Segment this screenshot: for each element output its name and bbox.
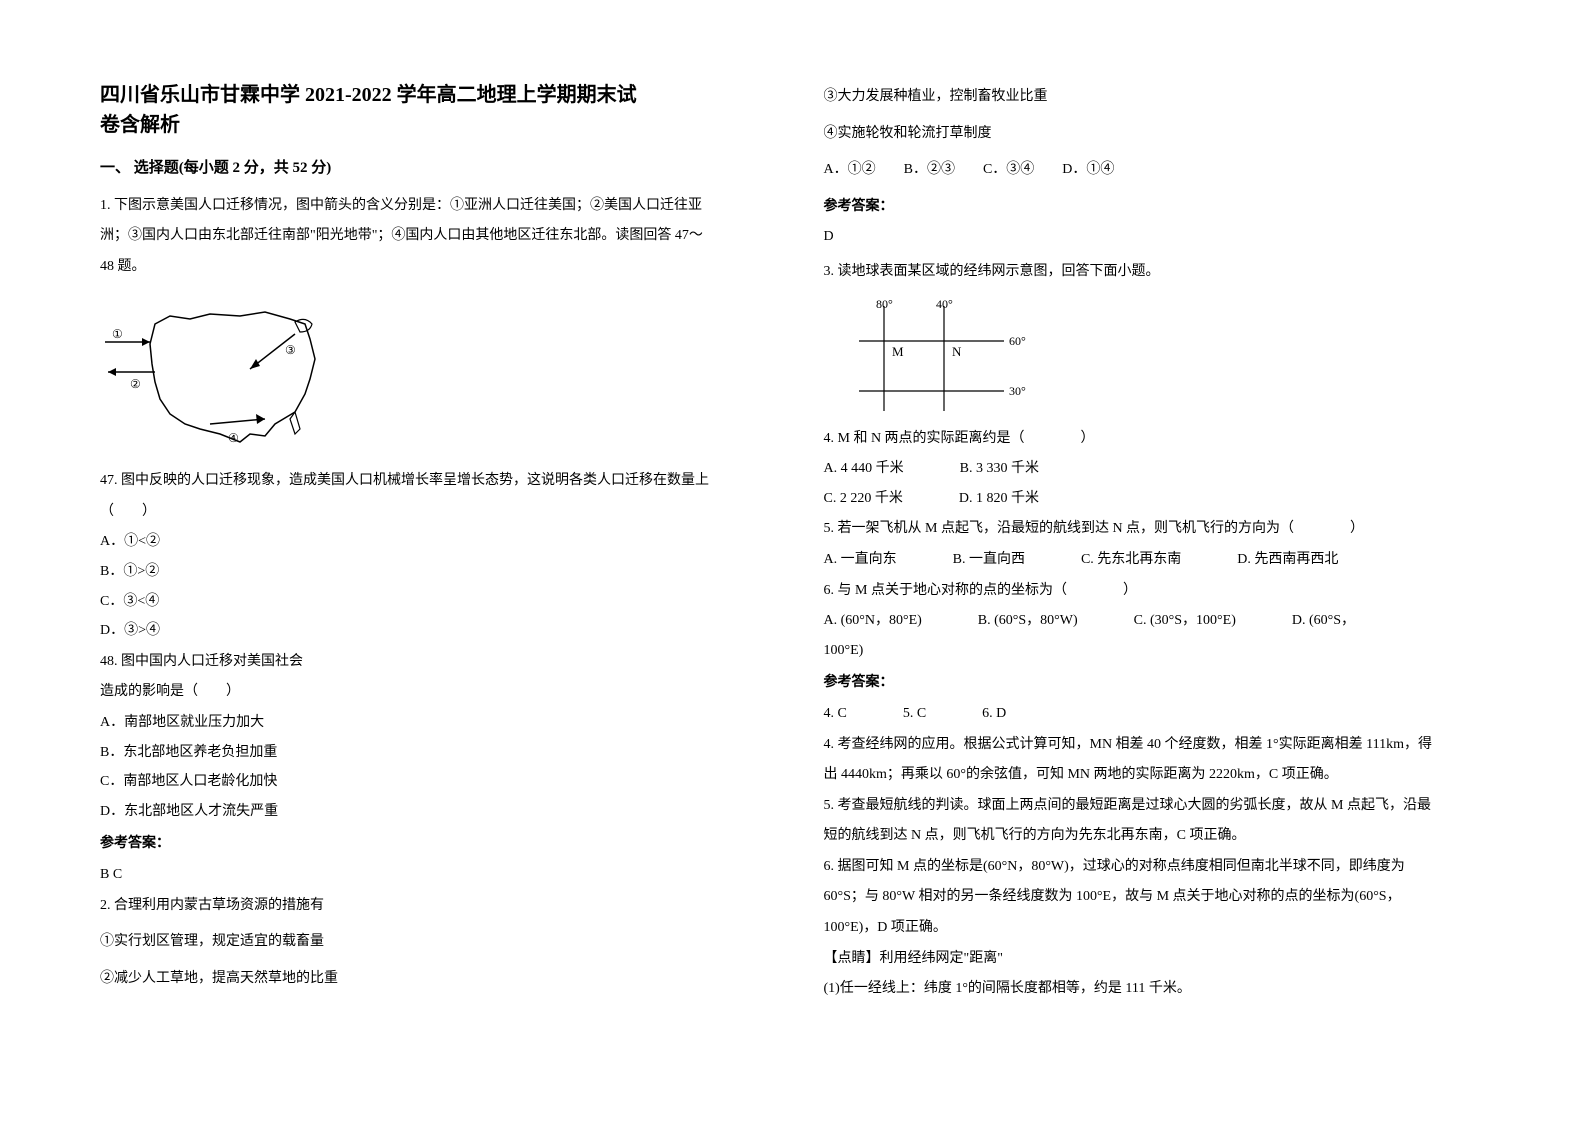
q48-stem-l1: 48. 图中国内人口迁移对美国社会 [100, 649, 764, 676]
grid-label-60: 60° [1009, 334, 1026, 348]
q5-stem: 5. 若一架飞机从 M 点起飞，沿最短的航线到达 N 点，则飞机飞行的方向为（ … [824, 516, 1488, 543]
q48-opt-d: D．东北部地区人才流失严重 [100, 799, 764, 826]
explain-4-l1: 4. 考查经纬网的应用。根据公式计算可知，MN 相差 40 个经度数，相差 1°… [824, 732, 1488, 759]
grid-label-30: 30° [1009, 384, 1026, 398]
q6-opts-l1: A. (60°N，80°E) B. (60°S，80°W) C. (30°S，1… [824, 608, 1488, 635]
q47-paren: （ ） [100, 499, 764, 526]
lat-lon-grid: 80° 40° 60° 30° M N [844, 296, 1044, 416]
us-map-svg: ① ② ③ ④ [100, 294, 360, 454]
answer-3: 4. C 5. C 6. D [824, 701, 1488, 728]
q47-opt-d: D．③>④ [100, 618, 764, 645]
map-label-2: ② [130, 377, 141, 391]
grid-label-80: 80° [876, 297, 893, 311]
tip-heading: 【点睛】利用经纬网定"距离" [824, 946, 1488, 973]
q47-stem: 47. 图中反映的人口迁移现象，造成美国人口机械增长率呈增长态势，这说明各类人口… [100, 468, 764, 495]
q1-intro-line2: 洲；③国内人口由东北部迁往南部"阳光地带"；④国内人口由其他地区迁往东北部。读图… [100, 223, 764, 250]
q1-intro-line1: 1. 下图示意美国人口迁移情况，图中箭头的含义分别是：①亚洲人口迁往美国；②美国… [100, 193, 764, 220]
q48-stem-l2: 造成的影响是（ ） [100, 679, 764, 706]
q4-opts-l1: A. 4 440 千米 B. 3 330 千米 [824, 456, 1488, 483]
grid-svg: 80° 40° 60° 30° M N [844, 296, 1044, 416]
map-label-1: ① [112, 327, 123, 341]
q48-opt-b: B．东北部地区养老负担加重 [100, 740, 764, 767]
right-column: ③大力发展种植业，控制畜牧业比重 ④实施轮牧和轮流打草制度 A．①② B．②③ … [824, 80, 1488, 1082]
q3-stem: 3. 读地球表面某区域的经纬网示意图，回答下面小题。 [824, 259, 1488, 286]
q2-stem: 2. 合理利用内蒙古草场资源的措施有 [100, 893, 764, 920]
q47-opt-a: A．①<② [100, 529, 764, 556]
explain-5-l2: 短的航线到达 N 点，则飞机飞行的方向为先东北再东南，C 项正确。 [824, 823, 1488, 850]
explain-4-l2: 出 4440km；再乘以 60°的余弦值，可知 MN 两地的实际距离为 2220… [824, 762, 1488, 789]
q47-opt-c: C．③<④ [100, 589, 764, 616]
explain-6-l2: 60°S；与 80°W 相对的另一条经线度数为 100°E，故与 M 点关于地心… [824, 884, 1488, 911]
q47-opt-b: B．①>② [100, 559, 764, 586]
q2-item-2: ②减少人工草地，提高天然草地的比重 [100, 966, 764, 993]
q2-options: A．①② B．②③ C．③④ D．①④ [824, 157, 1488, 184]
answer-heading-1: 参考答案： [100, 831, 764, 858]
q4-opts-l2: C. 2 220 千米 D. 1 820 千米 [824, 486, 1488, 513]
explain-6-l3: 100°E)，D 项正确。 [824, 915, 1488, 942]
q2-item-3: ③大力发展种植业，控制畜牧业比重 [824, 84, 1488, 111]
q6-opts-l2: 100°E) [824, 638, 1488, 665]
map-label-4: ④ [228, 431, 239, 445]
grid-label-40: 40° [936, 297, 953, 311]
section-1-heading: 一、 选择题(每小题 2 分，共 52 分) [100, 154, 764, 183]
map-label-3: ③ [285, 343, 296, 357]
answer-1: B C [100, 862, 764, 889]
title-line-2: 卷含解析 [100, 114, 180, 136]
q48-opt-c: C．南部地区人口老龄化加快 [100, 769, 764, 796]
q4-stem: 4. M 和 N 两点的实际距离约是（ ） [824, 426, 1488, 453]
q2-item-4: ④实施轮牧和轮流打草制度 [824, 121, 1488, 148]
us-migration-map: ① ② ③ ④ [100, 294, 360, 454]
grid-label-m: M [892, 344, 904, 359]
tip-1: (1)任一经线上：纬度 1°的间隔长度都相等，约是 111 千米。 [824, 976, 1488, 1003]
answer-heading-2: 参考答案： [824, 194, 1488, 221]
left-column: 四川省乐山市甘霖中学 2021-2022 学年高二地理上学期期末试 卷含解析 一… [100, 80, 764, 1082]
exam-title: 四川省乐山市甘霖中学 2021-2022 学年高二地理上学期期末试 卷含解析 [100, 80, 764, 140]
q1-intro-line3: 48 题。 [100, 254, 764, 281]
answer-heading-3: 参考答案： [824, 670, 1488, 697]
q2-item-1: ①实行划区管理，规定适宜的载畜量 [100, 929, 764, 956]
q48-opt-a: A．南部地区就业压力加大 [100, 710, 764, 737]
answer-2: D [824, 224, 1488, 251]
q6-stem: 6. 与 M 点关于地心对称的点的坐标为（ ） [824, 578, 1488, 605]
title-line-1: 四川省乐山市甘霖中学 2021-2022 学年高二地理上学期期末试 [100, 84, 637, 106]
q5-opts: A. 一直向东 B. 一直向西 C. 先东北再东南 D. 先西南再西北 [824, 547, 1488, 574]
explain-5-l1: 5. 考查最短航线的判读。球面上两点间的最短距离是过球心大圆的劣弧长度，故从 M… [824, 793, 1488, 820]
explain-6-l1: 6. 据图可知 M 点的坐标是(60°N，80°W)，过球心的对称点纬度相同但南… [824, 854, 1488, 881]
grid-label-n: N [952, 344, 962, 359]
